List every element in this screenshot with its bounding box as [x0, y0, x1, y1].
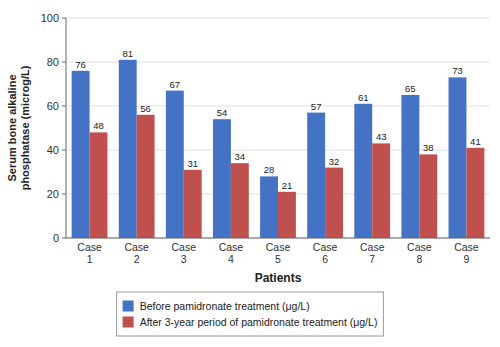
bar: [449, 77, 467, 238]
x-tick-label: Case9: [454, 241, 479, 265]
bar: [419, 154, 437, 238]
x-tick-label: Case8: [407, 241, 432, 265]
y-axis-line: [66, 18, 67, 238]
chart: 0204060801007681675428576165734856313421…: [0, 0, 500, 347]
bar: [213, 119, 231, 238]
x-tick-label: Case4: [219, 241, 244, 265]
text-line: Serum bone alkaline: [6, 75, 18, 182]
text-line: phosphatase (microg/L): [19, 65, 31, 190]
data-label: 28: [264, 164, 275, 175]
y-tick-label: 40: [47, 144, 59, 156]
y-tick-label: 60: [47, 100, 59, 112]
text-line: Case: [77, 241, 102, 253]
y-axis-label: Serum bone alkalinephosphatase (microg/L…: [6, 65, 31, 190]
data-label: 81: [122, 48, 133, 59]
bar: [354, 104, 372, 238]
y-tick-label: 100: [41, 12, 59, 24]
y-tick-label: 0: [53, 232, 59, 244]
data-label: 43: [376, 131, 387, 142]
text-line: Case: [313, 241, 338, 253]
bar: [372, 143, 390, 238]
bar: [119, 60, 137, 238]
bar: [72, 71, 90, 238]
bar: [325, 168, 343, 238]
y-tick: [62, 106, 66, 107]
x-tick-label: Case7: [360, 241, 385, 265]
x-tick-label: Case2: [124, 241, 149, 265]
legend-swatch: [123, 301, 134, 312]
bar: [307, 113, 325, 238]
bar: [184, 170, 202, 238]
data-label: 32: [329, 156, 340, 167]
data-label: 61: [358, 92, 369, 103]
y-tick-label: 20: [47, 188, 59, 200]
x-tick-label: Case6: [313, 241, 338, 265]
text-line: 6: [322, 253, 328, 265]
data-label: 54: [217, 107, 228, 118]
text-line: 8: [416, 253, 422, 265]
legend-label: Before pamidronate treatment (μg/L): [140, 300, 310, 312]
data-label: 76: [75, 59, 86, 70]
bar: [137, 115, 155, 238]
bar: [231, 163, 249, 238]
data-label: 65: [405, 83, 416, 94]
data-label: 34: [235, 151, 246, 162]
text-line: 2: [134, 253, 140, 265]
data-label: 48: [93, 120, 104, 131]
page: {"chart_data": {"type": "bar", "xlabel":…: [0, 0, 500, 347]
text-line: 9: [464, 253, 470, 265]
x-axis-label: Patients: [255, 271, 302, 285]
text-line: Case: [266, 241, 291, 253]
bars: [72, 60, 485, 238]
grid-line: [66, 18, 490, 19]
x-tick-label: Case5: [266, 241, 291, 265]
legend-box: [117, 292, 384, 336]
text-line: Case: [407, 241, 432, 253]
text-line: Case: [124, 241, 149, 253]
text-line: 7: [369, 253, 375, 265]
bar: [260, 176, 278, 238]
bar: [466, 148, 484, 238]
legend: Before pamidronate treatment (μg/L) After…: [117, 292, 384, 336]
data-labels: 76 81 67 54 28 57 61 65 73 48 56 31 34 21 32 43 38 41: [75, 48, 480, 191]
text-line: 5: [275, 253, 281, 265]
data-label: 56: [140, 103, 151, 114]
x-tick-label: Case3: [172, 241, 197, 265]
y-axis-label-group: Serum bone alkalinephosphatase (microg/L…: [6, 65, 31, 190]
text-line: 1: [87, 253, 93, 265]
y-tick-label: 80: [47, 56, 59, 68]
text-line: Case: [219, 241, 244, 253]
text-line: 3: [181, 253, 187, 265]
legend-label: After 3-year period of pamidronate treat…: [140, 316, 378, 328]
text-line: Case: [172, 241, 197, 253]
legend-swatch: [123, 317, 134, 328]
grid-line: [66, 238, 490, 239]
data-label: 41: [470, 136, 481, 147]
bar: [401, 95, 419, 238]
bar: [278, 192, 296, 238]
x-axis-line: [66, 238, 490, 239]
data-label: 31: [187, 158, 198, 169]
text-line: Case: [454, 241, 479, 253]
y-tick: [62, 238, 66, 239]
data-label: 38: [423, 142, 434, 153]
text-line: Case: [360, 241, 385, 253]
data-label: 21: [282, 180, 293, 191]
bar: [90, 132, 108, 238]
text-line: 4: [228, 253, 234, 265]
bar: [166, 91, 184, 238]
y-tick: [62, 150, 66, 151]
y-tick: [62, 194, 66, 195]
y-tick: [62, 62, 66, 63]
y-tick: [62, 18, 66, 19]
data-label: 57: [311, 101, 322, 112]
data-label: 73: [452, 65, 463, 76]
data-label: 67: [170, 79, 181, 90]
x-tick-label: Case1: [77, 241, 102, 265]
